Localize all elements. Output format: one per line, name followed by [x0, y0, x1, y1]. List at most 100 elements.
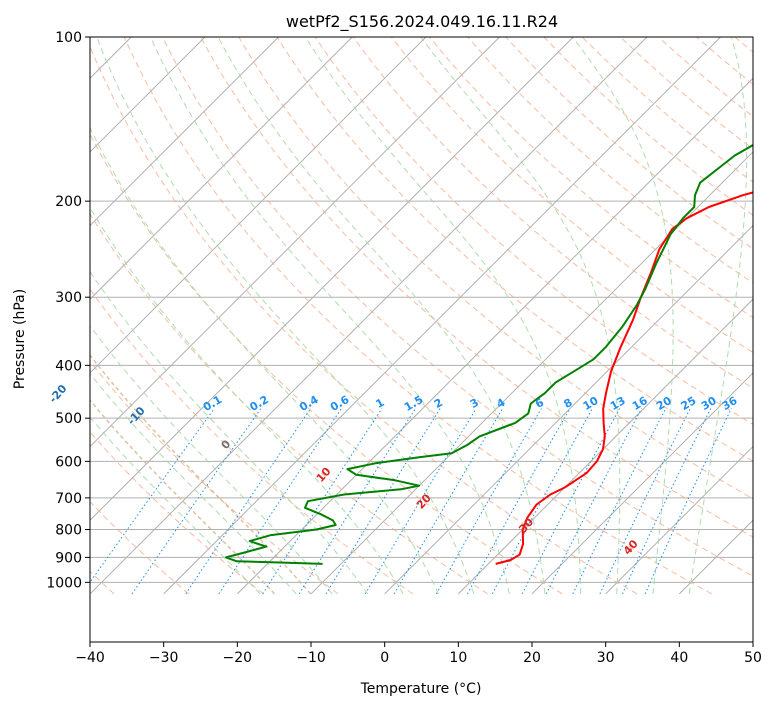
mixing-ratio-line — [491, 408, 593, 595]
moist-adiabat-line — [90, 372, 297, 595]
y-tick-label: 300 — [55, 290, 82, 306]
y-tick-label: 1000 — [46, 575, 82, 591]
mixing-ratio-line — [599, 408, 691, 595]
mixing-ratio-line — [621, 408, 712, 595]
dry-adiabat-line — [734, 37, 753, 53]
x-axis-label: Temperature (°C) — [360, 681, 482, 697]
moist-adiabat-line — [304, 37, 582, 594]
x-tick-label: 30 — [597, 650, 615, 666]
isotherm-line — [236, 77, 753, 595]
dry-adiabat-line — [90, 45, 638, 595]
isotherm-line — [90, 37, 279, 227]
dry-adiabat-line — [505, 37, 753, 250]
mixing-ratio-label: 1.5 — [402, 393, 425, 414]
isotherm-line — [163, 37, 721, 595]
moist-adiabat-line — [90, 270, 369, 595]
mixing-ratio-label: 36 — [720, 394, 740, 413]
x-tick-label: 0 — [380, 650, 389, 666]
moist-adiabat-line — [150, 37, 510, 595]
isotherm-line — [605, 445, 753, 595]
mixing-ratio-line — [467, 408, 571, 595]
mixing-ratio-label: 0.4 — [297, 393, 321, 414]
mixing-ratio-label: 0.6 — [328, 393, 352, 414]
plot-area — [0, 37, 753, 595]
x-tick-label: −20 — [223, 650, 253, 666]
x-tick-label: −10 — [296, 650, 326, 666]
x-tick-label: −30 — [149, 650, 179, 666]
dry-adiabat-label: 20 — [414, 491, 434, 511]
y-tick-label: 700 — [55, 491, 82, 507]
line-annotations: 0.10.20.40.611.52346810131620253036-100-… — [47, 382, 740, 558]
isotherm-line — [384, 224, 753, 595]
dry-adiabat-line — [276, 37, 753, 462]
isotherm-line — [90, 37, 206, 153]
y-tick-label: 200 — [55, 194, 82, 210]
theta-e-line — [90, 353, 312, 595]
dry-adiabat-label: 40 — [621, 537, 641, 557]
profile-series — [225, 143, 753, 565]
mixing-ratio-line — [393, 408, 504, 595]
dry-adiabat-line — [467, 37, 753, 284]
dry-adiabat-line — [543, 37, 753, 216]
dry-adiabat-line — [314, 37, 753, 425]
dewpoint-profile — [225, 143, 753, 565]
dry-adiabat-line — [390, 37, 753, 354]
mixing-ratio-line — [521, 408, 621, 595]
temperature-profile — [495, 191, 753, 565]
y-tick-label: 100 — [55, 30, 82, 46]
dry-adiabat-line — [238, 37, 753, 500]
moist-adiabat-line — [90, 416, 261, 595]
mixing-ratio-label: 0.1 — [201, 393, 224, 414]
mixing-ratio-label: 1 — [374, 396, 387, 411]
mixing-ratio-line — [572, 408, 667, 595]
isotherm-line — [457, 298, 753, 595]
mixing-ratio-line — [298, 408, 416, 595]
mixing-ratio-label: 10 — [581, 394, 601, 413]
isotherm-line — [0, 37, 58, 594]
dry-adiabat-line — [90, 288, 414, 595]
isotherm-line — [90, 37, 648, 595]
isotherm-line — [90, 37, 353, 300]
dry-adiabat-line — [123, 37, 712, 595]
mixing-ratio-line — [262, 408, 383, 595]
mixing-ratio-label: 0.2 — [247, 393, 270, 414]
y-tick-label: 500 — [55, 411, 82, 427]
y-tick-label: 800 — [55, 523, 82, 539]
mixing-ratio-line — [545, 408, 643, 595]
theta-e-line — [90, 398, 276, 595]
x-tick-label: 40 — [670, 650, 688, 666]
isotherm-line — [531, 372, 753, 595]
mixing-ratio-line — [131, 408, 262, 595]
isotherm-line — [752, 593, 753, 594]
mixing-ratio-label: 3 — [468, 396, 481, 411]
dry-adiabat-line — [161, 37, 753, 577]
y-axis-label: Pressure (hPa) — [12, 289, 28, 389]
dry-adiabat-line — [90, 431, 264, 595]
y-tick-label: 600 — [55, 454, 82, 470]
theta-e-curves — [90, 353, 312, 595]
dry-adiabat-line — [200, 37, 753, 538]
isotherm-line — [90, 37, 574, 521]
mixing-ratio-line — [644, 408, 732, 595]
dry-adiabat-label: 10 — [314, 465, 334, 485]
dry-adiabat-line — [429, 37, 753, 319]
moist-adiabat-line — [90, 324, 333, 595]
moist-adiabat-line — [90, 206, 404, 595]
mixing-ratio-label: 16 — [630, 394, 650, 413]
mixing-ratio-label: 13 — [608, 394, 628, 413]
skewed-isotherms — [0, 37, 753, 595]
isotherm-line — [90, 37, 427, 374]
dry-adiabats — [90, 37, 753, 595]
moist-adiabat-line — [96, 37, 475, 595]
isotherm-line — [90, 37, 500, 448]
dry-adiabat-line — [581, 37, 753, 183]
moist-adiabat-line — [572, 37, 674, 594]
mixing-ratio-label: 25 — [679, 394, 699, 413]
x-tick-label: 50 — [744, 650, 762, 666]
moist-adiabat-line — [688, 37, 748, 594]
dry-adiabat-label: -20 — [47, 382, 70, 406]
mixing-ratio-label: 8 — [561, 396, 574, 411]
dry-adiabat-line — [90, 501, 190, 595]
dry-adiabat-line — [90, 360, 339, 595]
